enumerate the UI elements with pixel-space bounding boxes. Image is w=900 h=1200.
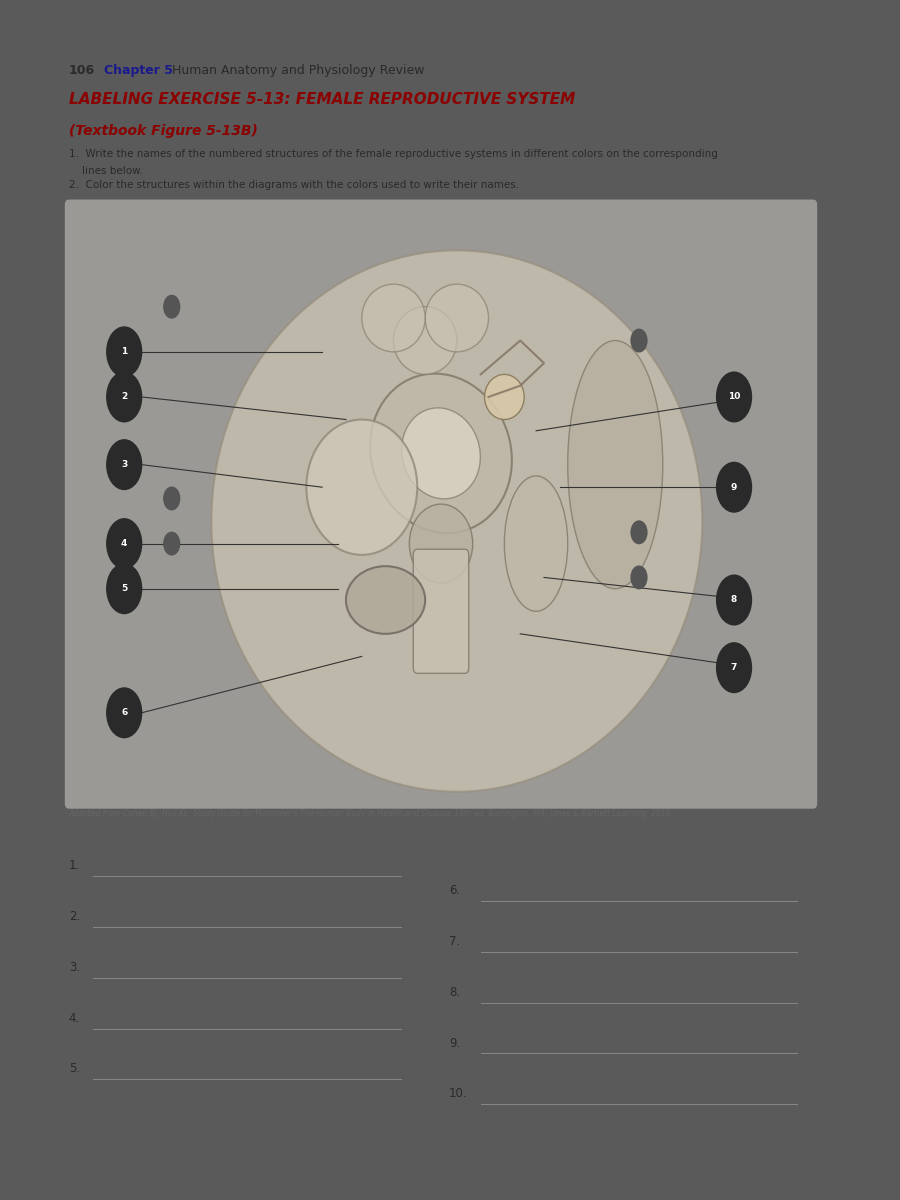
Text: 106: 106 <box>68 64 94 77</box>
Text: 10: 10 <box>728 392 740 402</box>
Circle shape <box>631 521 647 544</box>
Circle shape <box>716 643 752 692</box>
Text: 6: 6 <box>122 708 127 718</box>
Text: 8: 8 <box>731 595 737 605</box>
Ellipse shape <box>410 504 472 583</box>
Text: 3: 3 <box>122 460 127 469</box>
Text: 5: 5 <box>122 584 127 593</box>
Circle shape <box>716 462 752 512</box>
Text: 1: 1 <box>122 347 127 356</box>
Text: 4.: 4. <box>68 1012 80 1025</box>
Ellipse shape <box>393 307 457 374</box>
Text: 7.: 7. <box>449 935 460 948</box>
Ellipse shape <box>362 284 425 352</box>
Text: Chapter 5: Chapter 5 <box>104 64 174 77</box>
Text: 2: 2 <box>122 392 127 402</box>
Text: lines below.: lines below. <box>68 166 143 175</box>
Ellipse shape <box>484 374 524 420</box>
Text: 10.: 10. <box>449 1087 467 1100</box>
FancyBboxPatch shape <box>65 199 817 809</box>
Ellipse shape <box>401 408 481 499</box>
Circle shape <box>107 518 141 569</box>
Text: 3.: 3. <box>68 961 80 974</box>
Circle shape <box>716 372 752 421</box>
Circle shape <box>107 328 141 377</box>
Circle shape <box>107 372 141 421</box>
Text: 4: 4 <box>121 539 128 548</box>
Ellipse shape <box>504 476 568 611</box>
Circle shape <box>164 487 180 510</box>
Circle shape <box>164 295 180 318</box>
Text: 1.: 1. <box>68 859 80 872</box>
Text: 8.: 8. <box>449 985 460 998</box>
Text: LABELING EXERCISE 5-13: FEMALE REPRODUCTIVE SYSTEM: LABELING EXERCISE 5-13: FEMALE REPRODUCT… <box>68 92 575 108</box>
Ellipse shape <box>212 251 702 792</box>
Circle shape <box>107 564 141 613</box>
Ellipse shape <box>425 284 489 352</box>
Text: Human Anatomy and Physiology Review: Human Anatomy and Physiology Review <box>172 64 424 77</box>
Circle shape <box>631 329 647 352</box>
Circle shape <box>631 566 647 589</box>
Text: 5.: 5. <box>68 1062 80 1075</box>
Text: (Textbook Figure 5-13B): (Textbook Figure 5-13B) <box>68 124 257 138</box>
Circle shape <box>107 688 141 738</box>
Text: 7: 7 <box>731 664 737 672</box>
Ellipse shape <box>306 420 418 554</box>
Circle shape <box>164 533 180 554</box>
Circle shape <box>716 575 752 625</box>
Text: 6.: 6. <box>449 884 460 898</box>
FancyBboxPatch shape <box>413 550 469 673</box>
Circle shape <box>107 440 141 490</box>
Text: Adapted from Cohen BJ, Hull KL. Study Guide for Memmler's The Human Body in Heal: Adapted from Cohen BJ, Hull KL. Study Gu… <box>68 809 671 817</box>
Ellipse shape <box>370 373 512 533</box>
Text: 2.  Color the structures within the diagrams with the colors used to write their: 2. Color the structures within the diagr… <box>68 180 519 191</box>
Ellipse shape <box>568 341 662 589</box>
Text: 2.: 2. <box>68 911 80 923</box>
Text: 9.: 9. <box>449 1037 460 1050</box>
Text: 9: 9 <box>731 482 737 492</box>
Ellipse shape <box>346 566 425 634</box>
Text: 1.  Write the names of the numbered structures of the female reproductive system: 1. Write the names of the numbered struc… <box>68 149 717 158</box>
